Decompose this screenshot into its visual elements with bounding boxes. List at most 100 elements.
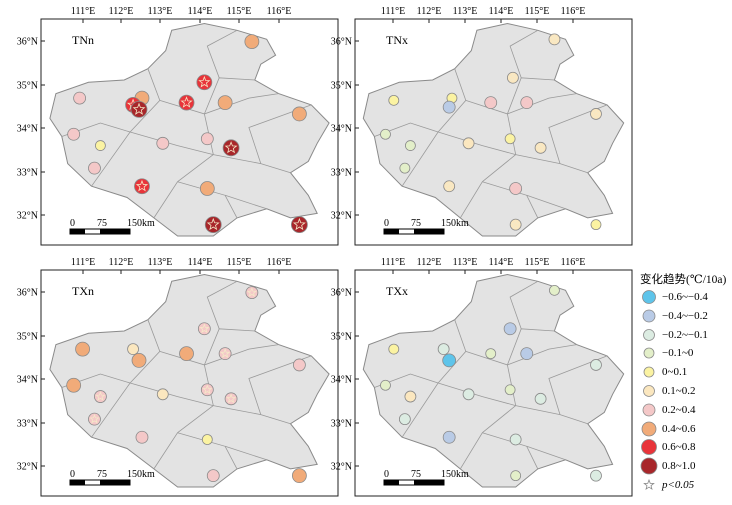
legend-item: 0.4~0.6 [640, 421, 695, 437]
legend-item: −0.1~0 [640, 345, 693, 361]
station-marker [388, 94, 400, 106]
panel-label: TNx [386, 33, 408, 47]
legend-item: 0~0.1 [640, 364, 687, 380]
city-boundary [437, 382, 516, 406]
city-boundary [401, 68, 467, 187]
city-boundary [224, 194, 267, 210]
legend-item: 0.8~1.0 [640, 457, 695, 475]
significance-star [246, 287, 257, 297]
station-marker [206, 469, 220, 483]
station-marker [179, 346, 194, 362]
station-marker [134, 178, 150, 195]
scale-bar-label: 150km [441, 469, 469, 480]
station-marker [504, 133, 516, 145]
legend-swatch [642, 403, 656, 417]
map-body [362, 22, 625, 237]
significance-star [132, 102, 146, 115]
lon-tick-label: 112°E [417, 6, 442, 17]
lat-tick-label: 32°N [331, 211, 352, 222]
legend-item: −0.6~−0.4 [640, 289, 708, 305]
legend-label: 0.6~0.8 [662, 441, 696, 454]
legend-item: −0.4~−0.2 [640, 308, 708, 324]
lon-tick-label: 114°E [489, 6, 514, 17]
city-boundary [509, 29, 538, 78]
station-marker [135, 430, 149, 444]
station-marker [88, 161, 101, 175]
panel-label: TNn [72, 33, 94, 47]
station-marker [94, 390, 107, 403]
station-marker [399, 162, 411, 174]
lat-tick-label: 36°N [331, 288, 352, 299]
station-marker [509, 218, 522, 231]
city-boundary [206, 280, 238, 329]
station-marker [156, 136, 170, 150]
city-boundary [224, 445, 267, 461]
lon-tick-label: 113°E [148, 257, 173, 268]
station-marker [442, 100, 456, 114]
map-panels: 111°E 112°E 113°E 114°E 115°E 116°E 36°N 35°N 34… [17, 6, 633, 497]
station-marker [590, 108, 602, 120]
city-boundary [206, 29, 238, 78]
station-marker [204, 216, 222, 234]
station-marker [509, 433, 522, 446]
station-marker [156, 388, 169, 401]
lon-tick-label: 115°E [525, 6, 550, 17]
lon-tick-label: 111°E [381, 6, 405, 17]
scale-bar-label: 75 [411, 469, 421, 480]
star-icon [643, 478, 655, 490]
legend-item: −0.2~−0.1 [640, 327, 708, 343]
legend-swatch [643, 328, 655, 341]
city-boundary [437, 131, 516, 155]
lon-tick-label: 116°E [267, 257, 292, 268]
station-marker [590, 219, 602, 231]
station-marker [485, 348, 497, 360]
lat-tick-label: 36°N [331, 37, 352, 48]
station-marker [534, 141, 547, 154]
station-marker [404, 390, 417, 403]
legend-item: 0.1~0.2 [640, 383, 695, 399]
station-marker [442, 353, 457, 368]
legend-swatch [641, 439, 657, 456]
station-marker [218, 347, 232, 361]
station-marker [549, 284, 560, 296]
panel-tnx: 111°E 112°E 113°E 114°E 115°E 116°E 36°N 35°N 34… [331, 6, 633, 246]
station-marker [66, 377, 82, 393]
scale-bar-label: 150km [127, 218, 155, 229]
significance-star [508, 72, 518, 82]
significance-star [510, 219, 521, 229]
scale-bar-segment [100, 480, 130, 485]
lat-tick-label: 36°N [17, 37, 38, 48]
significance-star [591, 108, 601, 118]
lon-tick-label: 114°E [489, 257, 514, 268]
city-boundary [401, 319, 467, 438]
lat-tick-label: 35°N [17, 332, 38, 343]
significance-star [89, 413, 100, 424]
station-marker [222, 139, 240, 157]
legend-swatch [643, 385, 655, 397]
legend: 变化趋势(℃/10a) −0.6~−0.4 −0.4~−0.2 −0.2~−0.1 −… [637, 268, 731, 496]
lat-tick-label: 35°N [331, 332, 352, 343]
legend-swatch [643, 347, 655, 359]
lon-tick-label: 116°E [561, 257, 586, 268]
station-marker [67, 127, 81, 141]
station-marker [380, 379, 391, 391]
legend-label: 0.2~0.4 [662, 403, 696, 416]
city-boundary [129, 131, 214, 155]
station-marker [95, 140, 106, 151]
city-boundary [526, 445, 566, 461]
lat-tick-label: 34°N [17, 375, 38, 386]
legend-label: 0.4~0.6 [662, 422, 696, 435]
lon-tick-label: 113°E [453, 6, 478, 17]
station-marker [442, 430, 456, 444]
lon-tick-label: 111°E [71, 6, 95, 17]
legend-label-significance: p<0.05 [662, 479, 695, 491]
station-marker [197, 322, 211, 336]
legend-label: −0.4~−0.2 [662, 309, 708, 322]
scale-bar-segment [70, 229, 85, 234]
lat-tick-label: 33°N [331, 168, 352, 179]
station-marker [131, 352, 147, 368]
station-marker [398, 413, 411, 426]
station-marker [292, 358, 306, 372]
lon-tick-label: 113°E [453, 257, 478, 268]
lon-tick-label: 112°E [109, 257, 134, 268]
